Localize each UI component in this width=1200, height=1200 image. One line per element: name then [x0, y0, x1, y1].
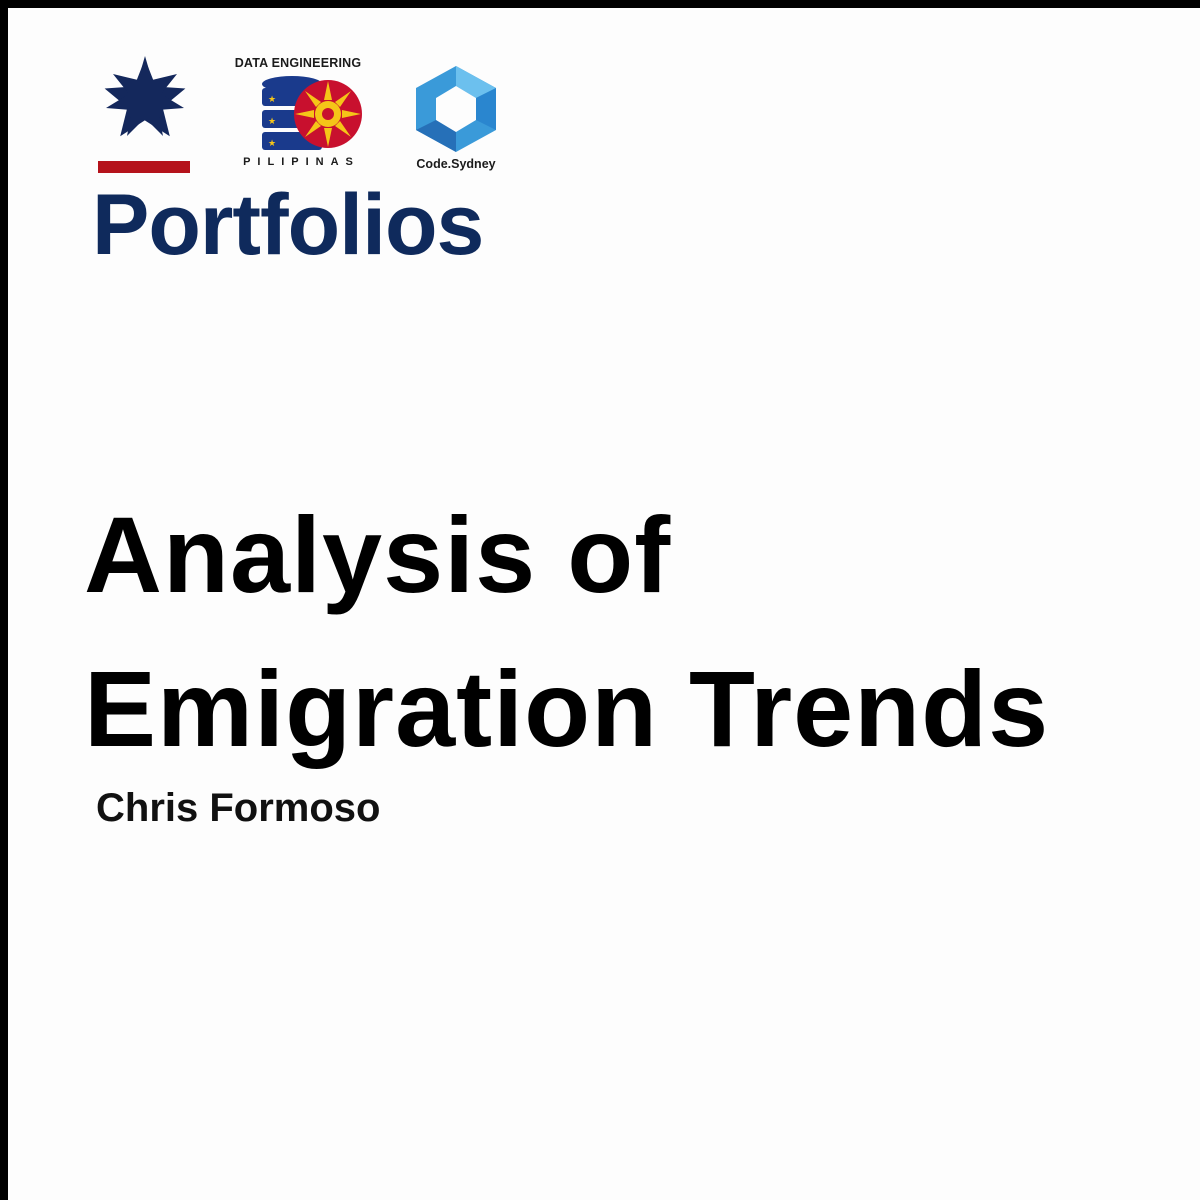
code-sydney-logo: Code.Sydney — [400, 56, 512, 178]
svg-text:★: ★ — [268, 139, 276, 149]
logo-text: Code.Sydney — [416, 157, 496, 171]
svg-text:★: ★ — [268, 117, 276, 127]
hexagon-ring-icon — [410, 64, 502, 154]
logo-top-text: DATA ENGINEERING — [234, 56, 362, 70]
database-sun-icon: ★ ★ ★ — [252, 72, 364, 156]
title-line-1: Analysis of — [84, 494, 672, 615]
data-engineering-logo: DATA ENGINEERING ★ ★ ★ — [218, 56, 378, 176]
cover-card: DATA ENGINEERING ★ ★ ★ — [8, 8, 1200, 1200]
seven-point-star-icon — [98, 56, 190, 173]
author-name: Chris Formoso — [96, 786, 381, 830]
star-logo — [90, 52, 200, 180]
title-line-2: Emigration Trends — [84, 648, 1050, 769]
page-title: Analysis of Emigration Trends — [84, 478, 1049, 786]
svg-text:★: ★ — [268, 95, 276, 105]
brand-heading: Portfolios — [92, 177, 484, 273]
logo-bottom-text: PILIPINAS — [243, 156, 360, 168]
